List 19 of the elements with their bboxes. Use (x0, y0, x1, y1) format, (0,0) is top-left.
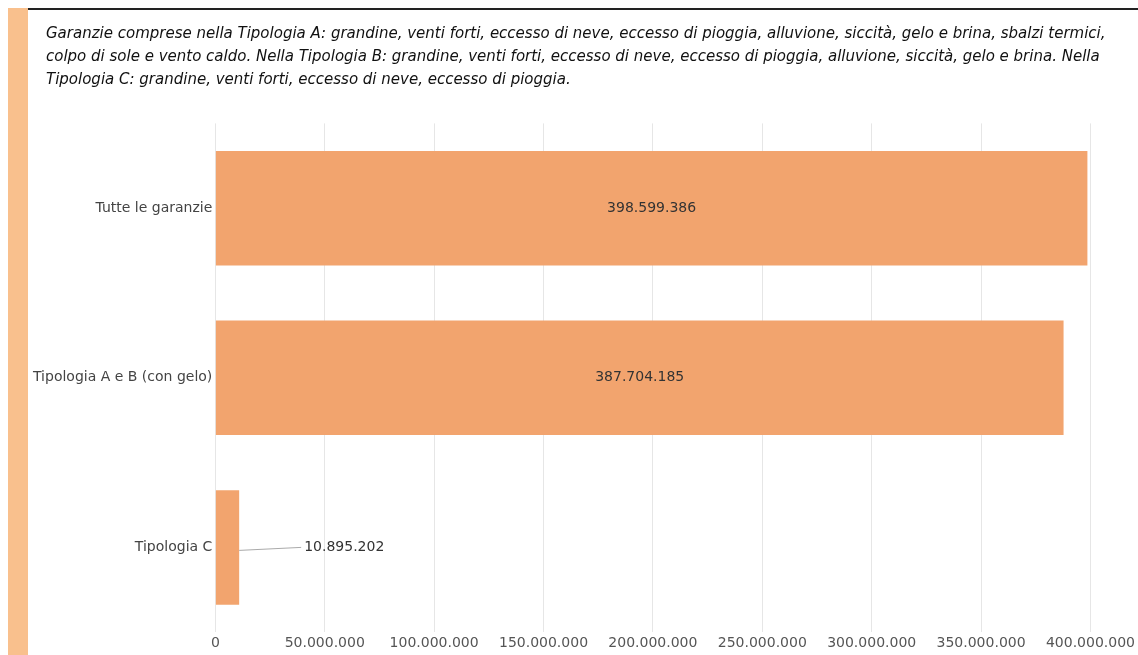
bar (215, 320, 1064, 436)
x-tick-label: 0 (210, 634, 220, 651)
data-label: 387.704.185 (595, 368, 685, 385)
bar (215, 490, 240, 605)
y-tick-label: Tipologia A e B (con gelo) (31, 368, 213, 385)
bar (215, 150, 1088, 266)
data-label: 398.599.386 (607, 198, 697, 215)
x-tick-label: 350.000.000 (936, 634, 1026, 651)
x-tick-label: 150.000.000 (498, 634, 589, 651)
x-tick-label: 250.000.000 (717, 634, 807, 651)
chart-title: Garanzie comprese nella Tipologia A: grandine, venti forti, eccesso di neve, eccesso di pioggia, alluvione, siccità, gelo e brina, sbalzi termici, colpo di sole e vento caldo. Nella Tipologia B: grandine, venti forti, eccesso di neve, eccesso di pioggia, alluvione, siccità, gelo e brina. Nella Tipologia C: grandine, venti forti, eccesso di neve, eccesso di pioggia. (46, 23, 1107, 90)
y-tick-label: Tipologia C (133, 538, 213, 555)
data-label: 10.895.202 (304, 538, 385, 555)
x-tick-label: 50.000.000 (284, 634, 365, 651)
x-tick-label: 200.000.000 (608, 634, 698, 651)
x-tick-label: 400.000.000 (1045, 634, 1136, 651)
x-tick-label: 100.000.000 (389, 634, 479, 651)
y-tick-label: Tutte le garanzie (94, 198, 213, 215)
x-tick-label: 300.000.000 (827, 634, 917, 651)
